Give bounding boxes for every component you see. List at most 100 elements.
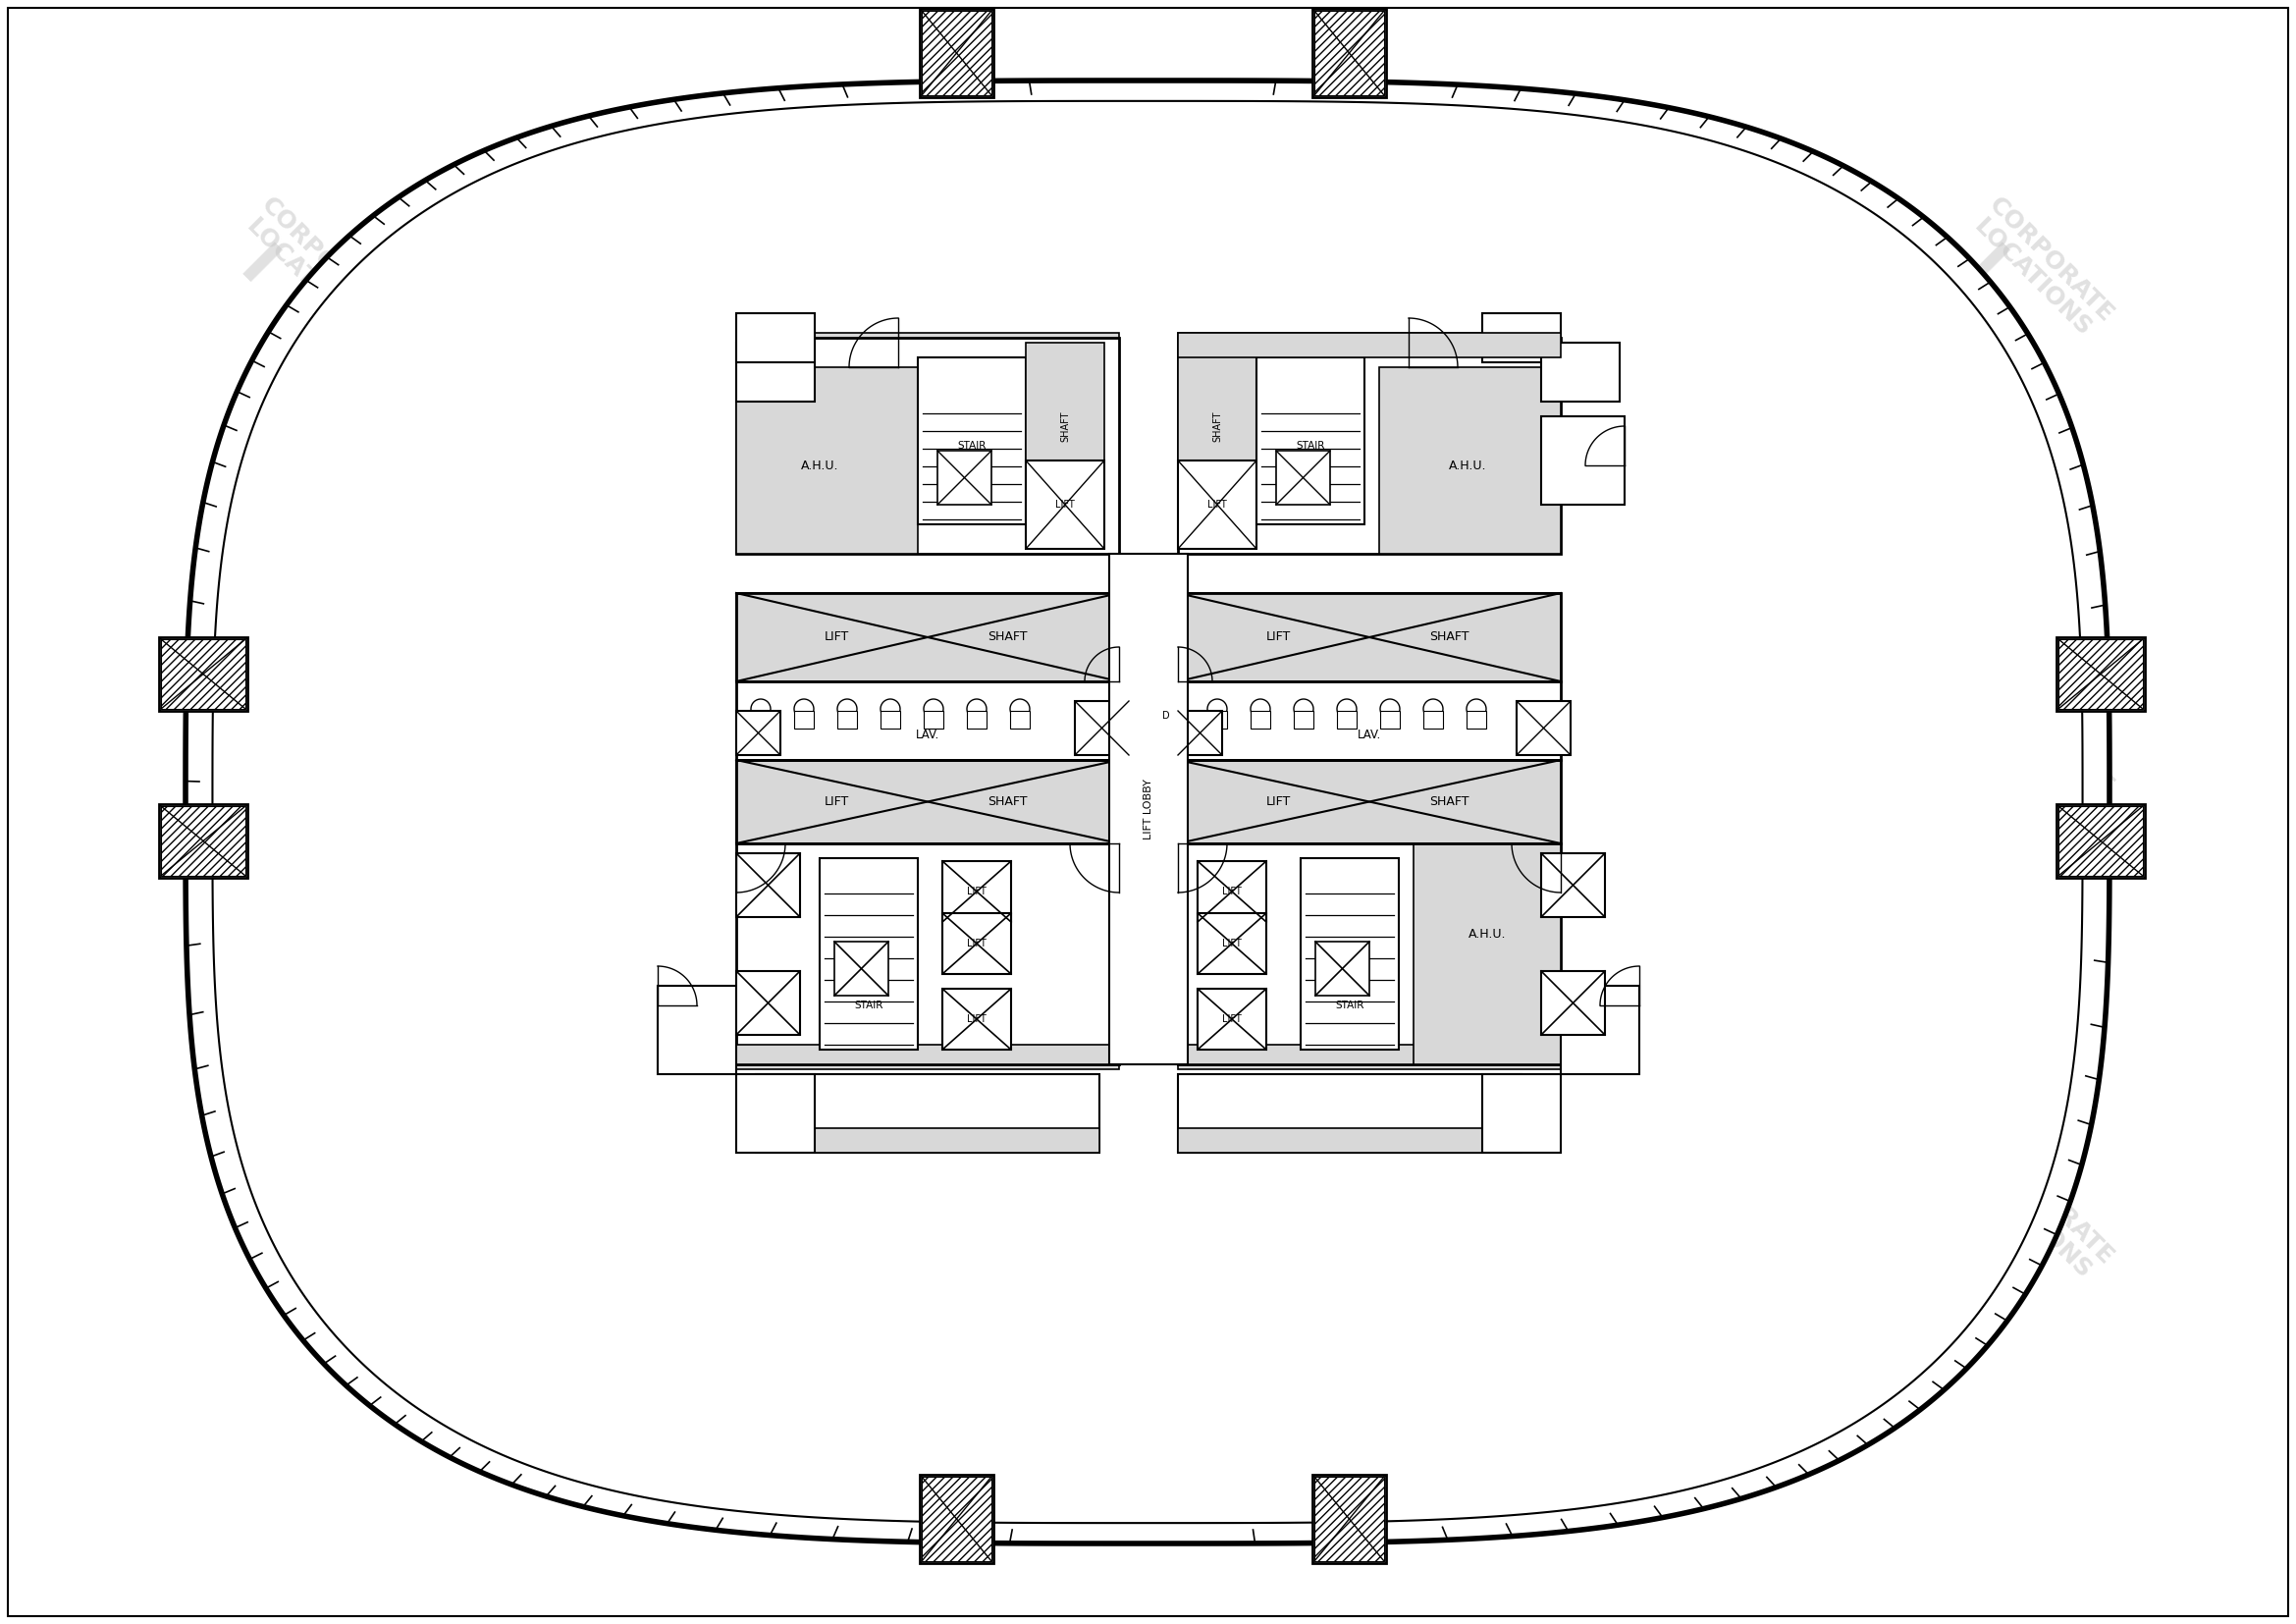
Bar	[1178, 333, 1561, 357]
Bar	[921, 1475, 994, 1564]
Bar	[1178, 1044, 1561, 1069]
Bar	[1300, 857, 1398, 1049]
Text: I: I	[1954, 1182, 2011, 1241]
Bar	[1313, 1475, 1387, 1564]
Bar	[1178, 461, 1256, 549]
Bar	[921, 1476, 992, 1561]
Text: CORPORATE
LOCATIONS: CORPORATE LOCATIONS	[239, 193, 390, 344]
Bar	[1483, 1073, 1561, 1153]
Text: LIFT: LIFT	[1221, 887, 1242, 896]
Text: CORPORATE
LOCATIONS: CORPORATE LOCATIONS	[1965, 193, 2117, 344]
Bar	[1178, 760, 1561, 843]
Text: CORPORATE
LOCATIONS: CORPORATE LOCATIONS	[700, 1135, 852, 1288]
Bar	[1178, 593, 1561, 682]
Text: I: I	[1954, 240, 2011, 297]
Bar	[2060, 640, 2142, 710]
Text: I: I	[227, 711, 285, 770]
Bar	[737, 313, 815, 362]
Text: I: I	[227, 240, 285, 297]
Bar	[1010, 711, 1029, 729]
Bar	[1178, 682, 1561, 760]
Text: LIFT: LIFT	[967, 1015, 987, 1025]
Bar	[2060, 806, 2142, 875]
Text: LAV.: LAV.	[1357, 729, 1382, 742]
Text: CORPORATE
LOCATIONS: CORPORATE LOCATIONS	[239, 664, 390, 817]
Bar	[1336, 711, 1357, 729]
Bar	[737, 711, 781, 755]
Bar	[1414, 843, 1561, 1064]
Text: STAIR: STAIR	[1336, 1000, 1364, 1010]
Bar	[1178, 711, 1221, 755]
Text: LIFT: LIFT	[1221, 939, 1242, 948]
Bar	[1075, 702, 1130, 755]
Text: LIFT: LIFT	[1056, 500, 1075, 510]
Bar	[1380, 367, 1561, 554]
Text: STAIR: STAIR	[854, 1000, 884, 1010]
Bar	[1313, 8, 1387, 97]
Text: I: I	[1492, 711, 1550, 770]
Bar	[1199, 861, 1267, 922]
Text: CORPORATE
LOCATIONS: CORPORATE LOCATIONS	[700, 664, 852, 817]
Text: I: I	[227, 1182, 285, 1241]
Bar	[737, 1044, 1118, 1069]
Bar	[737, 971, 799, 1034]
Text: I: I	[1492, 240, 1550, 297]
Text: CORPORATE
LOCATIONS: CORPORATE LOCATIONS	[1504, 1135, 1655, 1288]
Text: CORPORATE
LOCATIONS: CORPORATE LOCATIONS	[1965, 1135, 2117, 1288]
Bar	[737, 367, 918, 554]
Text: I: I	[689, 240, 746, 297]
Bar	[879, 711, 900, 729]
Bar	[1178, 1073, 1522, 1153]
Bar	[737, 760, 1118, 843]
Bar	[737, 853, 799, 918]
Bar	[1483, 313, 1561, 362]
Text: A.H.U.: A.H.U.	[1449, 460, 1486, 473]
Text: LIFT: LIFT	[1265, 796, 1290, 809]
Text: I: I	[1492, 1182, 1550, 1241]
Bar	[737, 760, 1118, 843]
Bar	[1316, 942, 1368, 996]
Bar	[737, 843, 1118, 1064]
Bar	[1518, 702, 1570, 755]
Text: CORPORATE
LOCATIONS: CORPORATE LOCATIONS	[1102, 1135, 1254, 1288]
Text: LIFT: LIFT	[1221, 1015, 1242, 1025]
Text: I: I	[689, 1182, 746, 1241]
Text: I: I	[1088, 1182, 1148, 1241]
Bar	[657, 986, 737, 1073]
Bar	[737, 1044, 1118, 1064]
Text: STAIR: STAIR	[1295, 440, 1325, 451]
Bar	[1208, 711, 1226, 729]
Text: LIFT: LIFT	[824, 796, 850, 809]
Text: CORPORATE
LOCATIONS: CORPORATE LOCATIONS	[1504, 664, 1655, 817]
Text: CORPORATE
LOCATIONS: CORPORATE LOCATIONS	[1965, 664, 2117, 817]
Text: I: I	[1088, 240, 1148, 297]
Text: CORPORATE
LOCATIONS: CORPORATE LOCATIONS	[1504, 193, 1655, 344]
Bar	[737, 682, 1118, 760]
Bar	[1467, 711, 1486, 729]
Text: LIFT: LIFT	[824, 630, 850, 643]
Text: SHAFT: SHAFT	[987, 630, 1026, 643]
Bar	[1026, 461, 1104, 549]
Bar	[161, 640, 246, 710]
Bar	[833, 942, 889, 996]
Polygon shape	[186, 81, 2110, 1543]
Text: CORPORATE
LOCATIONS: CORPORATE LOCATIONS	[700, 193, 852, 344]
Text: LIFT: LIFT	[1208, 500, 1226, 510]
Text: STAIR: STAIR	[957, 440, 987, 451]
Bar	[1109, 554, 1187, 1064]
Bar	[1541, 416, 1626, 505]
Bar	[1424, 711, 1442, 729]
Bar	[1256, 357, 1364, 525]
Text: SHAFT: SHAFT	[1430, 630, 1469, 643]
Bar	[1541, 971, 1605, 1034]
Bar	[755, 1129, 1100, 1153]
Bar	[1178, 760, 1561, 843]
Bar	[941, 913, 1010, 974]
Text: LIFT: LIFT	[967, 887, 987, 896]
Bar	[921, 8, 994, 97]
Text: CORPORATE
LOCATIONS: CORPORATE LOCATIONS	[239, 1135, 390, 1288]
Text: A.H.U.: A.H.U.	[1467, 927, 1506, 940]
Bar	[158, 804, 248, 879]
Bar	[1251, 711, 1270, 729]
Bar	[921, 11, 992, 96]
